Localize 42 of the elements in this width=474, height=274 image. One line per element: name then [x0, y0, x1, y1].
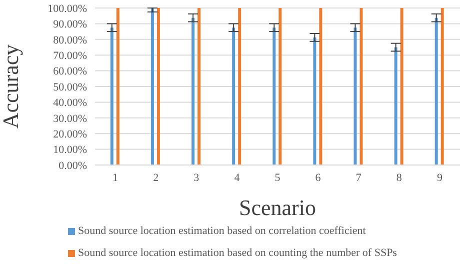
x-tick-label: 7 — [356, 172, 362, 184]
y-tick-label: 90.00% — [53, 18, 87, 31]
bar — [192, 18, 195, 165]
y-tick-label: 80.00% — [53, 34, 87, 46]
y-tick-label: 60.00% — [53, 66, 87, 78]
x-tick-label: 8 — [396, 172, 402, 184]
bar — [150, 8, 154, 165]
bar — [394, 47, 398, 165]
x-axis-title: Scenario — [239, 195, 316, 220]
y-tick-label: 10.00% — [53, 144, 87, 156]
x-tick-label: 2 — [153, 172, 159, 184]
bar — [272, 28, 276, 165]
bar — [232, 28, 236, 165]
y-tick-label: 30.00% — [53, 112, 87, 125]
bar — [116, 8, 120, 165]
bar — [319, 8, 322, 165]
bar — [434, 18, 438, 165]
x-tick-label: 3 — [194, 172, 200, 184]
x-tick-label: 6 — [315, 172, 322, 184]
bar — [400, 8, 404, 165]
legend-label: Sound source location estimation based on counting the number of SSPs — [78, 246, 397, 261]
y-axis-title: Accuracy — [0, 44, 23, 129]
bar — [313, 37, 316, 165]
bar — [440, 8, 444, 165]
bar — [110, 28, 114, 165]
x-tick-label: 1 — [112, 172, 118, 184]
bar — [156, 8, 160, 165]
y-tick-label: 50.00% — [53, 81, 87, 94]
y-tick-label: 20.00% — [53, 128, 87, 141]
x-tick-label: 4 — [234, 172, 240, 184]
y-tick-label: 0.00% — [58, 160, 87, 172]
bar — [238, 8, 242, 165]
bar — [198, 8, 201, 165]
bar — [354, 28, 357, 165]
y-tick-label: 40.00% — [53, 97, 87, 110]
x-tick-label: 5 — [274, 172, 281, 184]
y-tick-label: 100.00% — [48, 2, 87, 15]
legend-label: Sound source location estimation based on correlation coefficient — [78, 224, 366, 239]
bar — [360, 8, 363, 165]
y-tick-label: 70.00% — [53, 50, 87, 62]
x-tick-label: 9 — [436, 172, 443, 184]
bar — [278, 8, 282, 165]
